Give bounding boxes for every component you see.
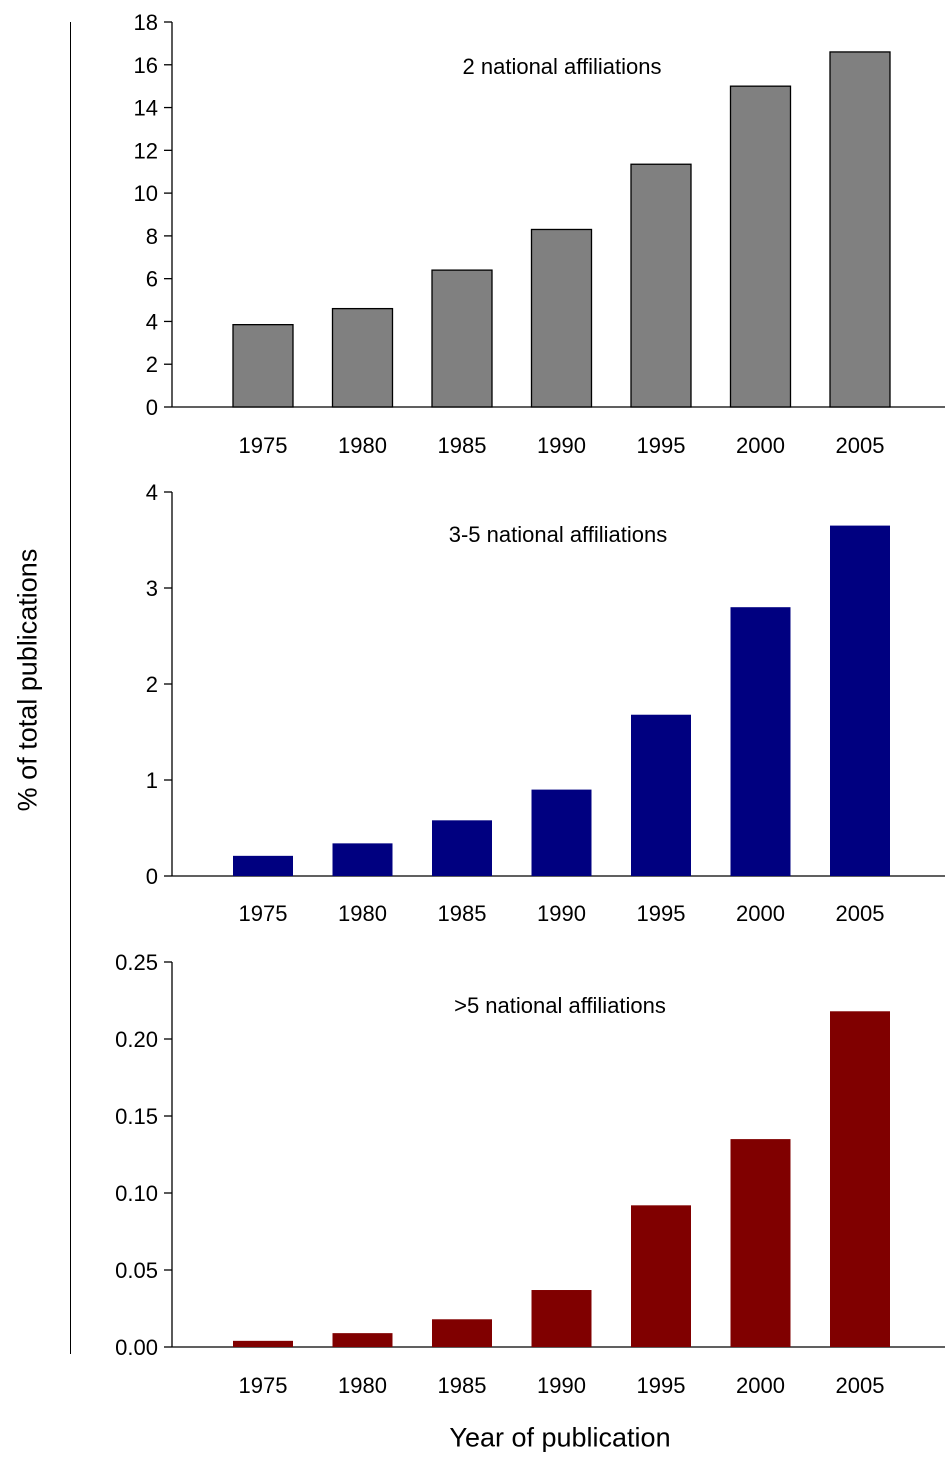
y-tick-label: 0.10 — [115, 1181, 158, 1206]
y-tick-label: 0.25 — [115, 950, 158, 975]
y-axis-label: % of total publications — [12, 548, 43, 812]
y-tick-label: 2 — [146, 352, 158, 377]
bar-1995 — [631, 1205, 691, 1347]
bar-1985 — [432, 820, 492, 876]
panel-title: 2 national affiliations — [463, 54, 662, 79]
y-tick-label: 10 — [134, 181, 158, 206]
x-tick-label: 1985 — [438, 1373, 487, 1398]
bar-1990 — [530, 228, 593, 408]
y-tick-label: 0.05 — [115, 1258, 158, 1283]
x-tick-label: 1980 — [338, 433, 387, 458]
bar-1990 — [531, 1290, 592, 1347]
x-tick-label: 1995 — [637, 901, 686, 926]
bar-1985 — [431, 269, 493, 408]
x-tick-label: 2005 — [836, 433, 885, 458]
y-tick-label: 4 — [146, 309, 158, 334]
y-tick-label: 0 — [146, 864, 158, 889]
bar-2000 — [730, 1139, 791, 1347]
panel-title: 3-5 national affiliations — [449, 522, 668, 547]
x-tick-label: 1995 — [637, 433, 686, 458]
bar-1975 — [233, 855, 293, 876]
y-tick-label: 0.20 — [115, 1027, 158, 1052]
x-tick-label: 2000 — [736, 1373, 785, 1398]
x-tick-label: 1975 — [239, 433, 288, 458]
x-axis-label: Year of publication — [449, 1422, 671, 1453]
bar-1985 — [432, 1319, 492, 1347]
bar-1975 — [232, 324, 294, 408]
y-tick-label: 14 — [134, 96, 158, 121]
bar-1980 — [332, 843, 393, 876]
figure-divider-line — [70, 22, 71, 1354]
x-tick-label: 1985 — [438, 901, 487, 926]
bar-1980 — [331, 307, 394, 408]
x-tick-label: 1990 — [537, 1373, 586, 1398]
y-tick-label: 16 — [134, 53, 158, 78]
x-tick-label: 2005 — [836, 1373, 885, 1398]
x-tick-label: 1980 — [338, 901, 387, 926]
bar-1995 — [630, 163, 692, 408]
y-tick-label: 0.15 — [115, 1104, 158, 1129]
x-tick-label: 1975 — [239, 901, 288, 926]
y-tick-label: 18 — [134, 10, 158, 35]
bar-2005 — [829, 51, 891, 408]
y-tick-label: 0.00 — [115, 1335, 158, 1360]
panel-title: >5 national affiliations — [454, 993, 666, 1018]
x-tick-label: 1990 — [537, 901, 586, 926]
x-tick-label: 2000 — [736, 433, 785, 458]
x-tick-label: 2000 — [736, 901, 785, 926]
bar-1990 — [531, 789, 592, 876]
x-tick-label: 1995 — [637, 1373, 686, 1398]
y-tick-label: 1 — [146, 768, 158, 793]
x-tick-label: 1975 — [239, 1373, 288, 1398]
y-tick-label: 8 — [146, 224, 158, 249]
bar-1980 — [332, 1333, 393, 1347]
bar-2000 — [730, 607, 791, 876]
y-tick-label: 2 — [146, 672, 158, 697]
y-tick-label: 12 — [134, 138, 158, 163]
x-tick-label: 2005 — [836, 901, 885, 926]
bar-1995 — [631, 714, 691, 876]
x-tick-label: 1990 — [537, 433, 586, 458]
y-tick-label: 0 — [146, 395, 158, 420]
bar-1975 — [233, 1340, 293, 1347]
bar-2005 — [830, 1011, 890, 1347]
y-tick-label: 4 — [146, 480, 158, 505]
y-tick-label: 3 — [146, 576, 158, 601]
y-tick-label: 6 — [146, 267, 158, 292]
x-tick-label: 1980 — [338, 1373, 387, 1398]
bar-2005 — [830, 525, 890, 876]
bar-2000 — [729, 85, 792, 408]
x-tick-label: 1985 — [438, 433, 487, 458]
